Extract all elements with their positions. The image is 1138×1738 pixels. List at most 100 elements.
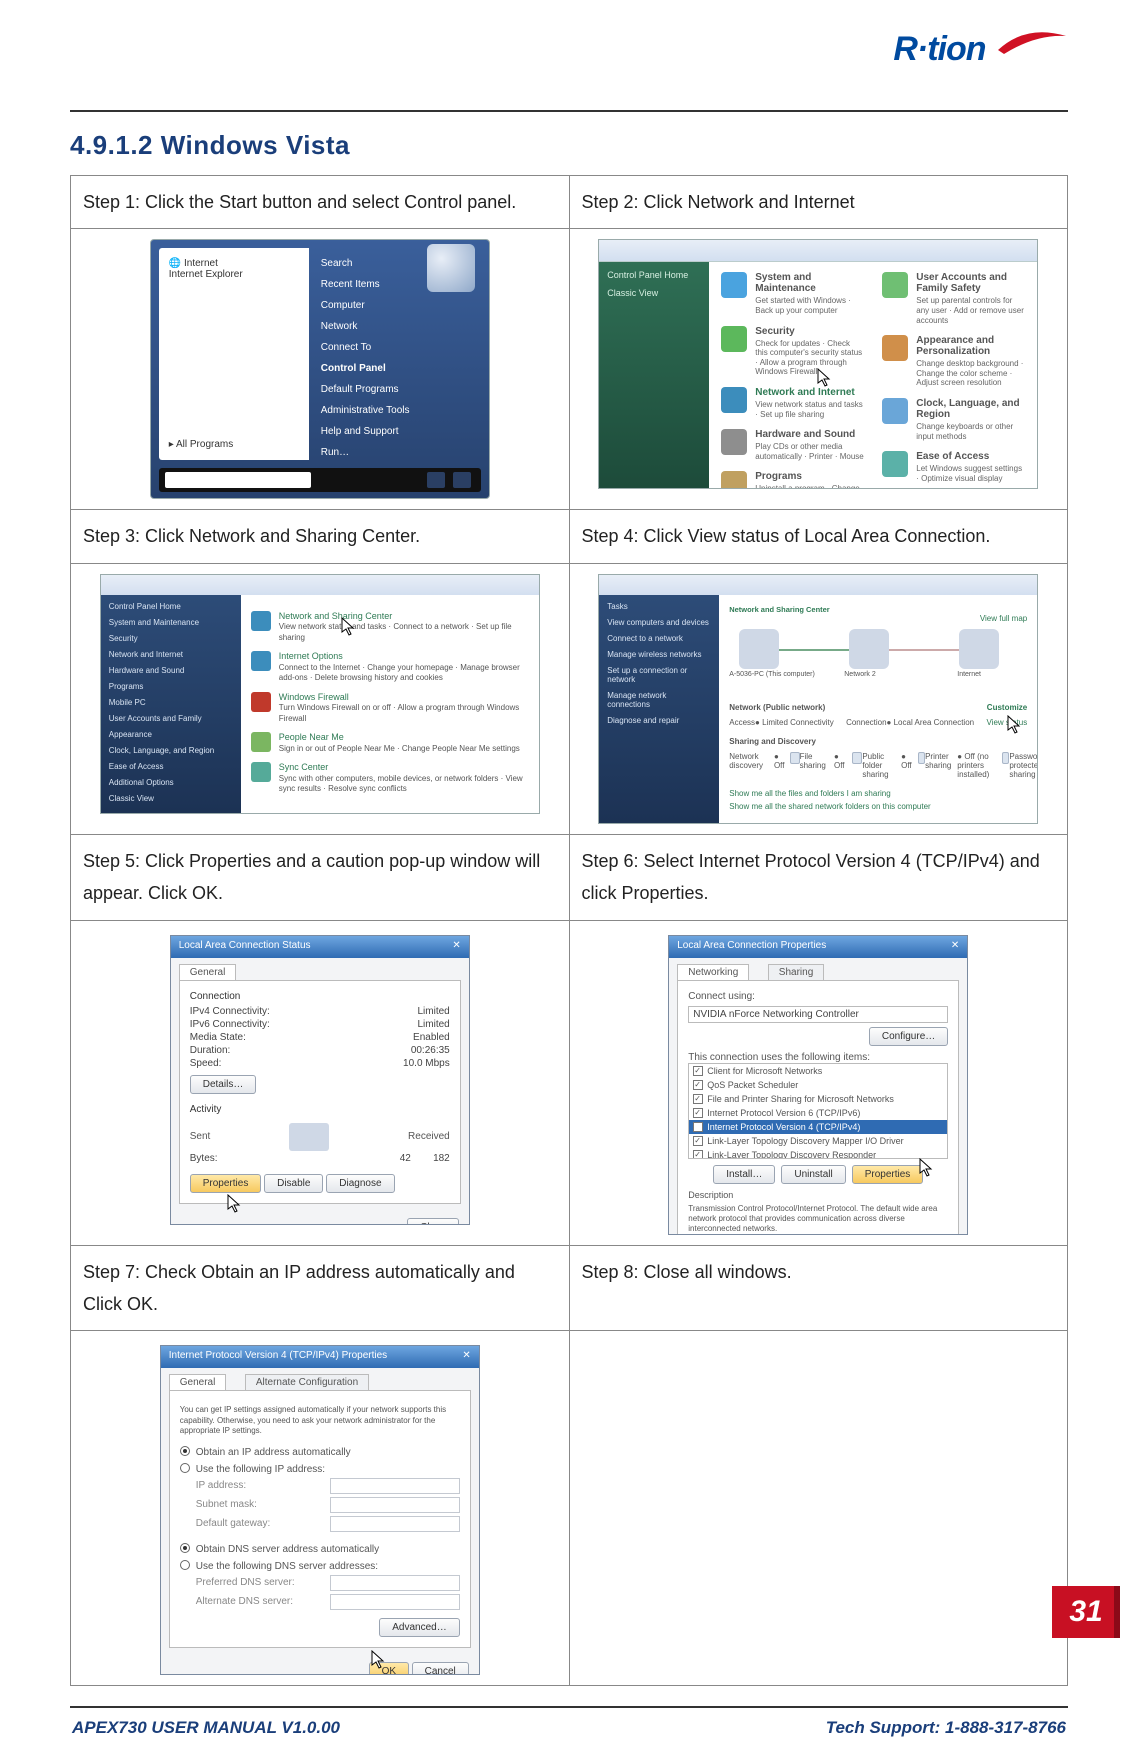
checkbox[interactable] [693,1136,703,1146]
start-menu-item[interactable]: Administrative Tools [321,405,469,416]
install-button[interactable]: Install… [713,1165,775,1184]
close-icon[interactable]: ✕ [462,1350,470,1364]
nsc-side-item[interactable]: Additional Options [109,778,233,787]
network-component-item[interactable]: Internet Protocol Version 6 (TCP/IPv6) [689,1106,947,1120]
expand-toggle[interactable] [852,752,862,764]
sharing-link[interactable]: Show me all the shared network folders o… [729,800,1027,813]
properties-button[interactable]: Properties [190,1174,262,1193]
ip-field-input[interactable] [330,1478,460,1494]
close-icon[interactable]: ✕ [452,940,460,954]
nsc-side-item[interactable]: Ease of Access [109,762,233,771]
tab-sharing[interactable]: Sharing [768,964,824,980]
expand-toggle[interactable] [1002,752,1009,764]
radio-use-dns[interactable] [180,1560,190,1570]
network-component-item[interactable]: Internet Protocol Version 4 (TCP/IPv4) [689,1120,947,1134]
tasks-side-item[interactable]: Connect to a network [607,634,711,643]
details-button[interactable]: Details… [190,1075,257,1094]
start-menu-item[interactable]: Connect To [321,342,469,353]
checkbox[interactable] [693,1066,703,1076]
cp-category[interactable]: User Accounts and Family SafetySet up pa… [882,272,1025,325]
start-search-input[interactable] [165,472,311,488]
nsc-side-item[interactable]: Programs [109,682,233,691]
all-programs[interactable]: ▸ All Programs [169,439,234,450]
tasks-side-item[interactable]: View computers and devices [607,618,711,627]
close-button[interactable]: Close [407,1218,459,1225]
ip-field-input[interactable] [330,1497,460,1513]
nsc-side-item[interactable]: Network and Internet [109,650,233,659]
cp-category[interactable]: Hardware and SoundPlay CDs or other medi… [721,429,864,461]
nsc-side-item[interactable]: Clock, Language, and Region [109,746,233,755]
nsc-side-item[interactable]: Hardware and Sound [109,666,233,675]
tasks-side-item[interactable]: Diagnose and repair [607,716,711,725]
nsc-side-item[interactable]: System and Maintenance [109,618,233,627]
cp-category[interactable]: SecurityCheck for updates · Check this c… [721,326,864,377]
pinned-program[interactable]: 🌐 Internet Internet Explorer [169,258,243,280]
sharing-link[interactable]: Show me all the files and folders I am s… [729,787,1027,800]
start-menu-item[interactable]: Recent Items [321,279,469,290]
network-component-item[interactable]: Link-Layer Topology Discovery Mapper I/O… [689,1134,947,1148]
tab-general[interactable]: General [169,1374,227,1390]
cp-side-item[interactable]: Classic View [607,288,701,298]
checkbox[interactable] [693,1108,703,1118]
start-menu-item[interactable]: Run… [321,447,469,458]
radio-use-ip[interactable] [180,1463,190,1473]
tab-general[interactable]: General [179,964,237,980]
nsc-side-item[interactable]: Classic View [109,794,233,803]
cp-category[interactable]: Clock, Language, and RegionChange keyboa… [882,398,1025,441]
tasks-side-item[interactable]: Manage network connections [607,691,711,709]
nsc-item[interactable]: Windows FirewallTurn Windows Firewall on… [251,692,529,724]
network-component-item[interactable]: Link-Layer Topology Discovery Responder [689,1148,947,1159]
tasks-side-item[interactable]: Set up a connection or network [607,666,711,684]
start-menu-item[interactable]: Default Programs [321,384,469,395]
start-menu-item[interactable]: Control Panel [321,363,469,374]
close-icon[interactable]: ✕ [951,940,959,954]
ip-field-input[interactable] [330,1575,460,1591]
checkbox[interactable] [693,1094,703,1104]
nsc-side-item[interactable]: User Accounts and Family [109,714,233,723]
cancel-button[interactable]: Cancel [412,1662,469,1676]
nsc-item[interactable]: Internet OptionsConnect to the Internet … [251,651,529,683]
network-component-item[interactable]: Client for Microsoft Networks [689,1064,947,1078]
ip-field-input[interactable] [330,1516,460,1532]
diagnose-button[interactable]: Diagnose [326,1174,394,1193]
uninstall-button[interactable]: Uninstall [781,1165,845,1184]
start-menu-item[interactable]: Help and Support [321,426,469,437]
nsc-item[interactable]: Sync CenterSync with other computers, mo… [251,762,529,794]
power-icon[interactable] [427,472,445,488]
cp-side-item[interactable]: Control Panel Home [607,270,701,280]
radio-obtain-ip[interactable] [180,1446,190,1456]
cp-category[interactable]: ProgramsUninstall a program · Change sta… [721,471,864,489]
nsc-side-item[interactable]: Appearance [109,730,233,739]
cp-category[interactable]: Network and InternetView network status … [721,387,864,419]
tab-alternate[interactable]: Alternate Configuration [245,1374,369,1390]
expand-toggle[interactable] [790,752,799,764]
network-component-item[interactable]: File and Printer Sharing for Microsoft N… [689,1092,947,1106]
network-items-list[interactable]: Client for Microsoft NetworksQoS Packet … [688,1063,948,1159]
nsc-side-item[interactable]: Mobile PC [109,698,233,707]
ip-field-input[interactable] [330,1594,460,1610]
checkbox[interactable] [693,1080,703,1090]
nsc-side-item[interactable]: Security [109,634,233,643]
advanced-button[interactable]: Advanced… [379,1618,459,1637]
cp-category[interactable]: System and MaintenanceGet started with W… [721,272,864,315]
tasks-side-item[interactable]: Tasks [607,602,711,611]
cp-category[interactable]: Ease of AccessLet Windows suggest settin… [882,451,1025,483]
customize-link[interactable]: Customize [987,703,1027,712]
tasks-side-item[interactable]: Manage wireless networks [607,650,711,659]
start-menu-item[interactable]: Search [321,258,469,269]
lock-icon[interactable] [453,472,471,488]
radio-obtain-dns[interactable] [180,1543,190,1553]
start-menu-item[interactable]: Network [321,321,469,332]
item-properties-button[interactable]: Properties [852,1165,924,1184]
tab-networking[interactable]: Networking [677,964,749,980]
expand-toggle[interactable] [918,752,925,764]
network-component-item[interactable]: QoS Packet Scheduler [689,1078,947,1092]
configure-button[interactable]: Configure… [869,1027,948,1046]
nsc-side-item[interactable]: Control Panel Home [109,602,233,611]
nsc-item[interactable]: Network and Sharing CenterView network s… [251,611,529,643]
cp-category[interactable]: Appearance and PersonalizationChange des… [882,335,1025,388]
disable-button[interactable]: Disable [264,1174,323,1193]
nsc-item[interactable]: People Near MeSign in or out of People N… [251,732,529,754]
start-menu-item[interactable]: Computer [321,300,469,311]
checkbox[interactable] [693,1150,703,1159]
